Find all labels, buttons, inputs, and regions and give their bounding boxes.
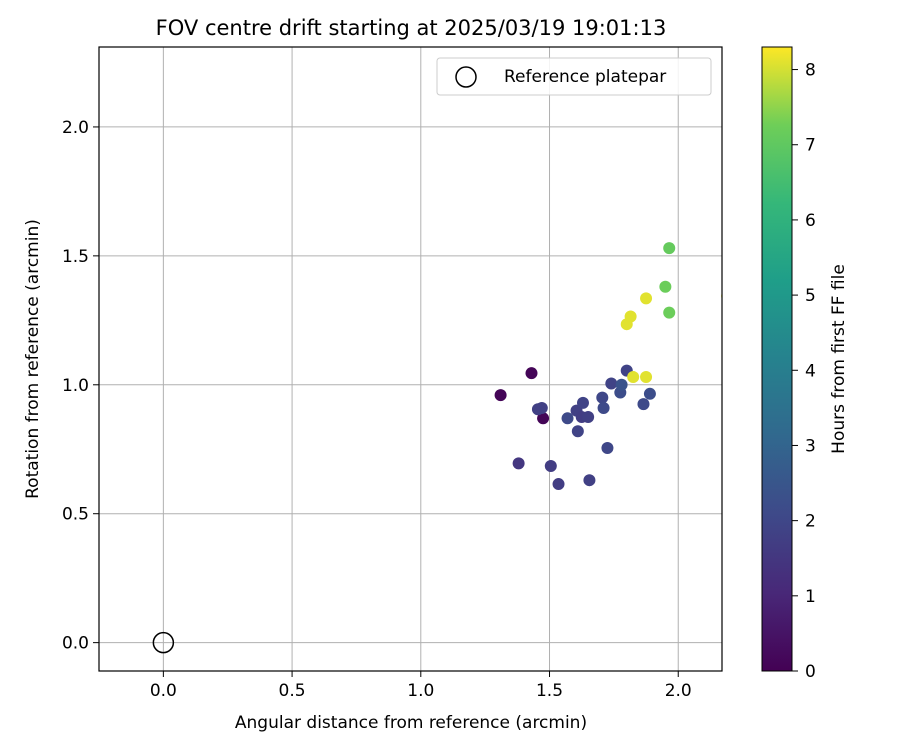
x-axis: 0.0 0.5 1.0 1.5 2.0 bbox=[150, 671, 692, 701]
data-point bbox=[512, 457, 525, 470]
legend: Reference platepar bbox=[436, 57, 712, 96]
colorbar-tick-label: 1 bbox=[805, 587, 816, 607]
x-tick-label: 2.0 bbox=[665, 681, 692, 701]
colorbar-tick-label: 0 bbox=[805, 662, 816, 682]
data-point bbox=[576, 396, 589, 409]
data-point bbox=[494, 389, 507, 402]
data-point bbox=[663, 306, 676, 319]
scatter-series bbox=[494, 242, 722, 491]
data-point bbox=[552, 478, 565, 491]
y-axis-label: Rotation from reference (arcmin) bbox=[23, 219, 43, 499]
colorbar: 0 1 2 3 4 5 6 7 8 Hours from first FF file bbox=[761, 46, 849, 682]
data-point bbox=[583, 474, 596, 487]
y-tick-label: 2.0 bbox=[62, 118, 89, 138]
chart-title: FOV centre drift starting at 2025/03/19 … bbox=[156, 16, 667, 40]
x-tick-label: 0.0 bbox=[150, 681, 177, 701]
colorbar-tick-label: 3 bbox=[805, 436, 816, 456]
reference-marker-group bbox=[152, 631, 175, 654]
colorbar-tick-label: 7 bbox=[805, 136, 816, 156]
data-point bbox=[571, 425, 584, 438]
colorbar-tick-label: 6 bbox=[805, 211, 816, 231]
data-point bbox=[605, 377, 618, 390]
y-axis: 0.0 0.5 1.0 1.5 2.0 bbox=[62, 118, 99, 654]
legend-marker-icon bbox=[455, 66, 477, 88]
data-point bbox=[637, 398, 650, 411]
data-point bbox=[601, 441, 614, 454]
data-point bbox=[659, 280, 672, 293]
data-point bbox=[544, 460, 557, 473]
x-axis-label: Angular distance from reference (arcmin) bbox=[235, 713, 587, 733]
reference-platepar-marker bbox=[152, 631, 175, 654]
legend-box bbox=[436, 57, 712, 96]
data-point bbox=[624, 310, 637, 323]
plot-area bbox=[98, 46, 723, 672]
data-point bbox=[561, 412, 574, 425]
data-point bbox=[535, 401, 548, 414]
data-point bbox=[640, 371, 653, 384]
x-tick-label: 0.5 bbox=[279, 681, 306, 701]
x-tick-label: 1.0 bbox=[407, 681, 434, 701]
y-tick-label: 1.5 bbox=[62, 247, 89, 267]
data-point bbox=[537, 412, 550, 425]
data-point bbox=[663, 242, 676, 255]
data-point bbox=[643, 387, 656, 400]
data-point bbox=[597, 401, 610, 414]
data-point bbox=[640, 292, 653, 305]
colorbar-tick-label: 2 bbox=[805, 512, 816, 532]
data-point bbox=[721, 292, 722, 299]
y-tick-label: 0.0 bbox=[62, 634, 89, 654]
data-point bbox=[525, 367, 538, 380]
data-point bbox=[627, 371, 640, 384]
colorbar-gradient bbox=[761, 46, 793, 672]
colorbar-ticks: 0 1 2 3 4 5 6 7 8 bbox=[792, 61, 816, 682]
data-point bbox=[615, 378, 628, 391]
x-tick-label: 1.5 bbox=[536, 681, 563, 701]
colorbar-label: Hours from first FF file bbox=[829, 264, 849, 454]
legend-entry-label: Reference platepar bbox=[504, 67, 666, 87]
colorbar-tick-label: 8 bbox=[805, 61, 816, 81]
data-point bbox=[582, 411, 595, 424]
y-tick-label: 0.5 bbox=[62, 505, 89, 525]
data-point bbox=[596, 391, 609, 404]
grid bbox=[99, 47, 722, 671]
y-tick-label: 1.0 bbox=[62, 376, 89, 396]
colorbar-tick-label: 5 bbox=[805, 286, 816, 306]
colorbar-tick-label: 4 bbox=[805, 361, 816, 381]
